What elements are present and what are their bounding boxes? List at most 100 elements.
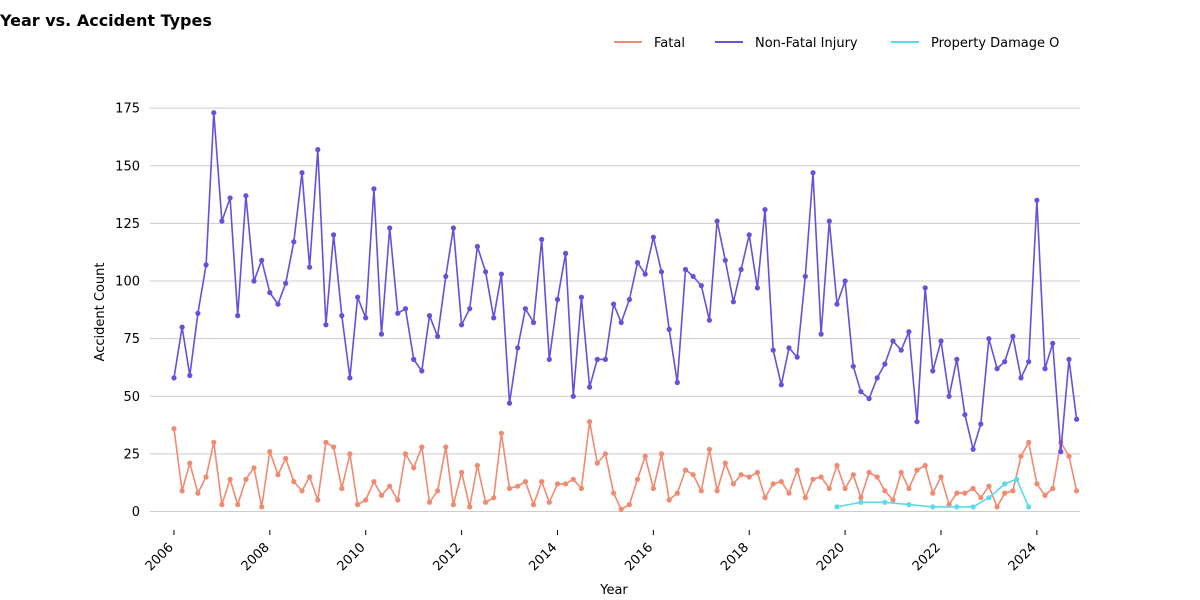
- data-point: [618, 319, 624, 326]
- data-point: [195, 490, 201, 496]
- data-point: [483, 499, 489, 505]
- data-point: [618, 506, 624, 512]
- data-point: [850, 363, 856, 369]
- data-point: [1066, 356, 1072, 362]
- data-point: [1066, 453, 1072, 459]
- data-point: [1034, 481, 1040, 487]
- data-point: [970, 504, 976, 510]
- x-tick-label: 2024: [1006, 540, 1040, 574]
- data-point: [426, 499, 433, 505]
- y-tick-label: 125: [115, 217, 140, 232]
- data-point: [1034, 197, 1040, 203]
- data-point: [546, 356, 552, 362]
- data-point: [323, 439, 329, 445]
- data-point: [650, 485, 657, 492]
- data-point: [530, 502, 537, 508]
- data-point: [1042, 492, 1048, 498]
- data-point: [754, 469, 761, 475]
- data-point: [506, 485, 513, 492]
- data-point: [219, 218, 225, 224]
- data-point: [459, 469, 465, 475]
- data-point: [834, 504, 840, 510]
- data-point: [363, 315, 369, 321]
- data-point: [171, 375, 177, 381]
- data-point: [650, 234, 657, 240]
- data-point: [570, 393, 576, 399]
- data-point: [219, 502, 225, 508]
- data-point: [978, 421, 984, 427]
- data-point: [419, 368, 425, 374]
- data-point: [307, 474, 313, 480]
- data-point: [491, 495, 497, 501]
- data-point: [914, 467, 920, 473]
- data-point: [714, 488, 720, 494]
- data-point: [1002, 490, 1008, 496]
- data-point: [315, 147, 321, 153]
- data-point: [1014, 476, 1020, 482]
- data-point: [962, 490, 968, 496]
- data-point: [602, 356, 609, 362]
- data-point: [378, 331, 385, 337]
- data-point: [498, 430, 504, 436]
- data-point: [299, 488, 305, 494]
- data-point: [866, 469, 872, 475]
- x-tick-label: 2006: [143, 540, 177, 574]
- data-point: [211, 439, 217, 445]
- data-point: [874, 474, 880, 480]
- legend: Fatal Non-Fatal Injury Property Damage O: [614, 36, 1059, 51]
- data-point: [602, 451, 609, 457]
- data-point: [378, 492, 385, 498]
- data-point: [1010, 488, 1016, 494]
- data-point: [698, 488, 704, 494]
- x-tick-label: 2014: [526, 540, 560, 574]
- y-tick-label: 150: [115, 159, 140, 174]
- data-point: [642, 271, 648, 277]
- data-point: [970, 485, 976, 492]
- data-point: [235, 502, 241, 508]
- data-point: [299, 170, 305, 176]
- data-point: [211, 110, 217, 116]
- data-point: [1026, 359, 1032, 365]
- data-point: [938, 474, 944, 480]
- data-point: [986, 495, 992, 501]
- data-point: [578, 294, 585, 300]
- data-point: [267, 290, 273, 296]
- x-tick-label: 2022: [910, 540, 944, 574]
- x-tick-label: 2008: [239, 540, 273, 574]
- data-point: [778, 479, 784, 485]
- data-point: [243, 476, 249, 482]
- data-point: [371, 186, 377, 192]
- data-point: [554, 481, 561, 487]
- data-point: [1010, 333, 1016, 339]
- legend-item: Property Damage O: [891, 36, 1059, 51]
- data-point: [906, 502, 912, 508]
- data-point: [419, 444, 425, 450]
- data-point: [251, 278, 257, 284]
- data-point: [563, 481, 569, 487]
- data-point: [738, 266, 744, 273]
- data-point: [267, 449, 273, 455]
- data-point: [858, 499, 864, 505]
- x-tick-label: 2016: [622, 540, 656, 574]
- legend-item: Fatal: [614, 36, 685, 51]
- x-axis-label: Year: [599, 583, 628, 598]
- data-point: [450, 225, 456, 231]
- x-tick-label: 2010: [335, 540, 369, 574]
- y-tick-label: 25: [123, 447, 140, 462]
- data-point: [794, 354, 800, 360]
- data-point: [515, 345, 521, 351]
- data-point: [275, 472, 281, 478]
- data-point: [203, 262, 209, 268]
- data-point: [435, 333, 441, 339]
- y-tick-label: 75: [123, 332, 140, 347]
- series-2: [834, 476, 1032, 510]
- data-point: [227, 195, 233, 201]
- data-point: [587, 384, 593, 390]
- data-point: [251, 465, 257, 471]
- data-point: [930, 504, 936, 510]
- data-point: [1018, 453, 1024, 459]
- data-point: [587, 419, 593, 425]
- data-point: [594, 460, 600, 466]
- data-point: [882, 488, 888, 494]
- data-point: [882, 361, 888, 367]
